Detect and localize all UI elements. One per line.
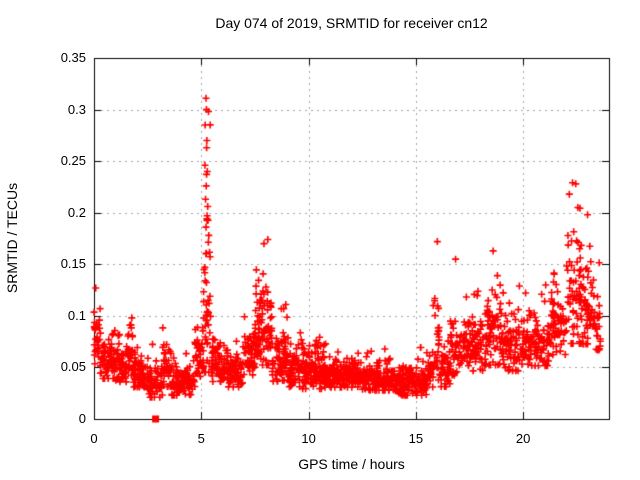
y-axis-label: SRMTID / TECUs <box>4 182 20 294</box>
y-tick-label: 0.35 <box>60 50 86 65</box>
y-tick-label: 0.1 <box>67 307 86 323</box>
x-tick-label: 10 <box>301 431 316 446</box>
x-tick-label: 20 <box>515 431 531 446</box>
y-tick-label: 0.15 <box>60 256 86 272</box>
x-axis-label: GPS time / hours <box>298 456 405 472</box>
y-tick-label: 0.2 <box>67 204 86 220</box>
x-tick-label: 5 <box>197 431 205 446</box>
y-tick-label: 0 <box>78 411 86 426</box>
y-tick-label: 0.25 <box>60 153 86 169</box>
chart-title: Day 074 of 2019, SRMTID for receiver cn1… <box>215 15 488 31</box>
y-tick-label: 0.05 <box>60 359 86 375</box>
x-tick-label: 0 <box>90 431 98 446</box>
y-tick-label: 0.3 <box>67 101 86 117</box>
x-tick-label: 15 <box>408 431 424 446</box>
